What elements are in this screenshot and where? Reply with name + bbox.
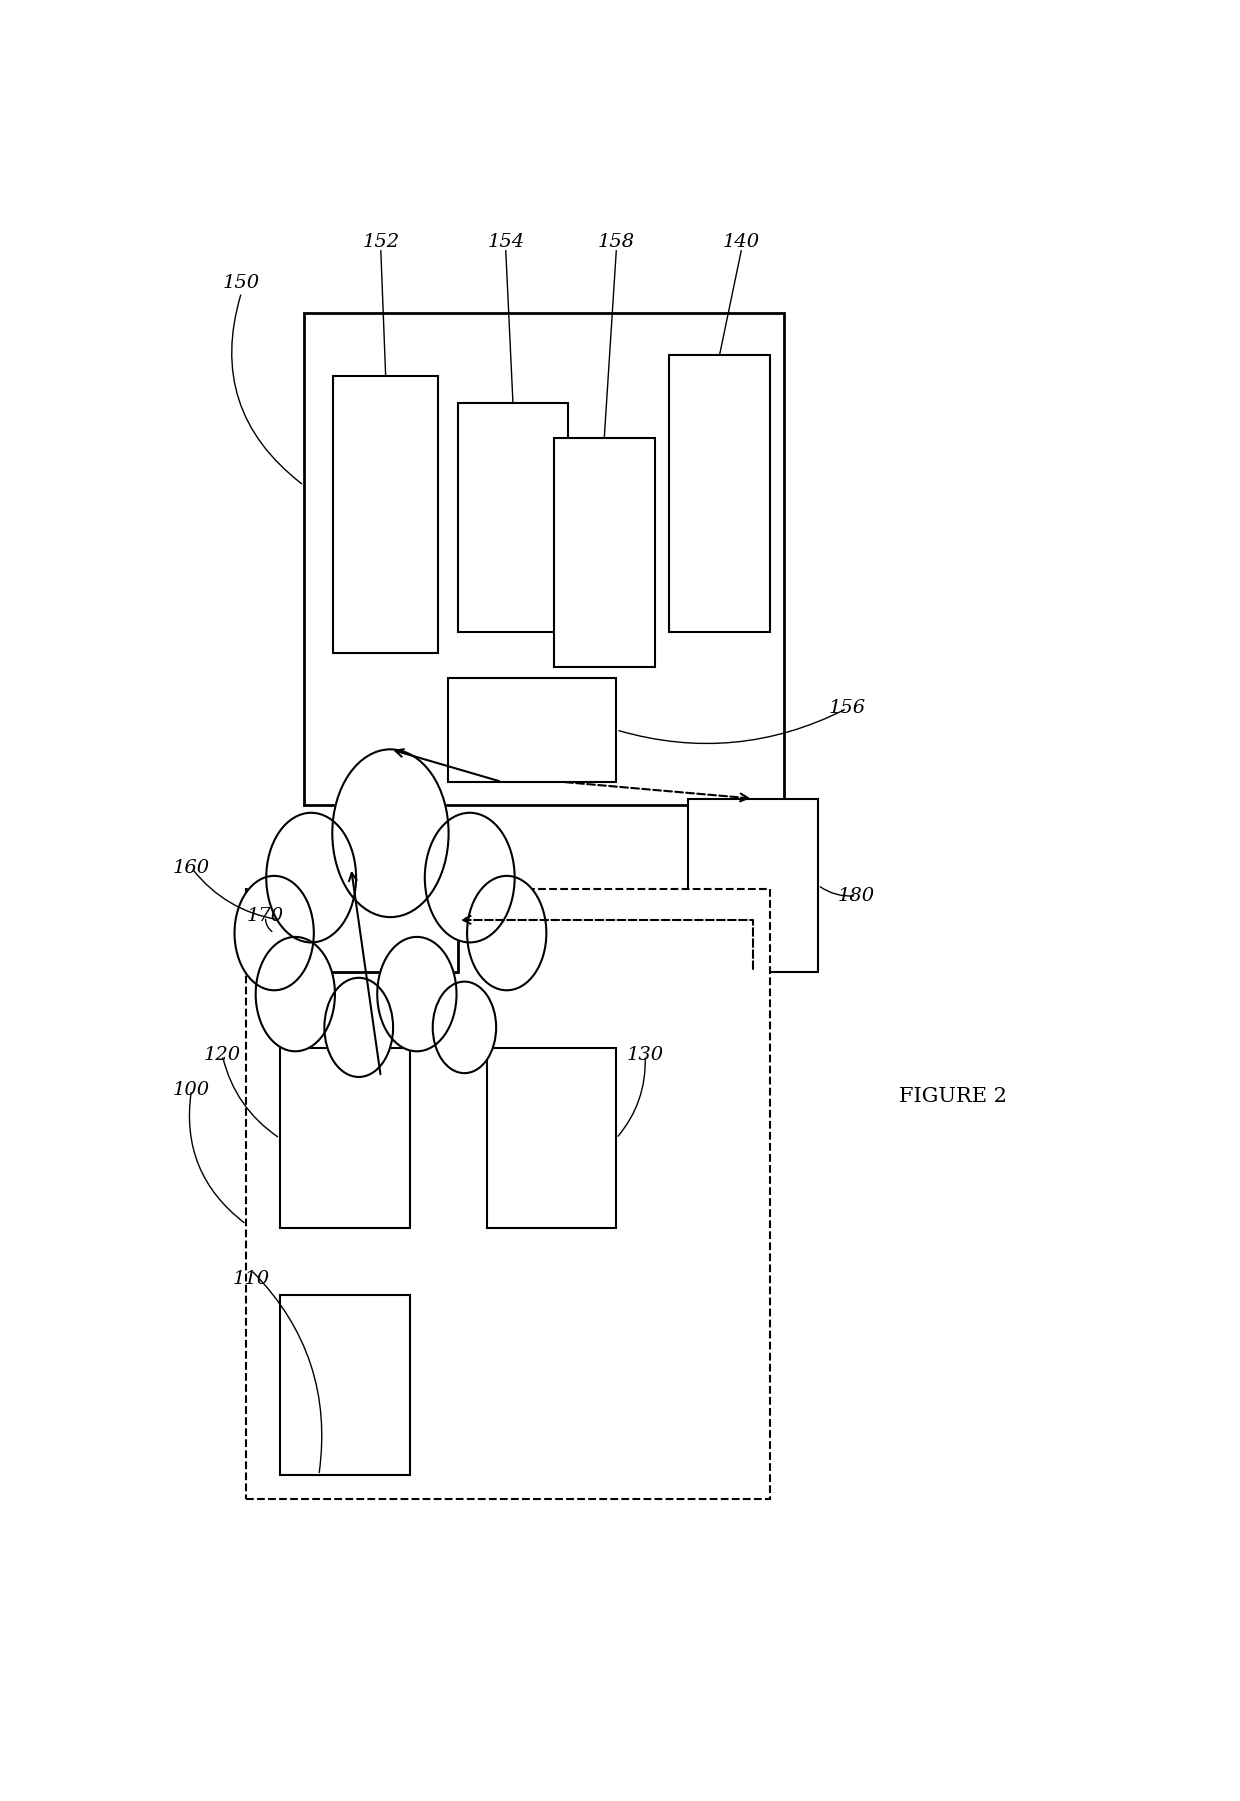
Bar — [554, 438, 655, 666]
Text: 156: 156 — [828, 699, 866, 717]
Text: 170: 170 — [247, 908, 284, 926]
Circle shape — [467, 875, 547, 991]
Circle shape — [425, 812, 515, 942]
Text: 120: 120 — [203, 1046, 241, 1064]
Text: 140: 140 — [723, 232, 760, 250]
Bar — [332, 376, 439, 654]
Bar — [280, 1295, 409, 1475]
Text: 100: 100 — [172, 1081, 210, 1099]
Bar — [688, 798, 818, 973]
Bar — [486, 1048, 616, 1228]
Text: 152: 152 — [362, 232, 399, 250]
Bar — [670, 355, 770, 632]
Circle shape — [377, 937, 456, 1052]
Text: 110: 110 — [233, 1270, 269, 1288]
Circle shape — [332, 749, 449, 917]
Circle shape — [255, 937, 335, 1052]
Text: 180: 180 — [838, 886, 875, 904]
Bar — [280, 868, 458, 973]
Text: 150: 150 — [223, 274, 260, 292]
Bar — [280, 1048, 409, 1228]
Bar — [458, 403, 568, 632]
Circle shape — [267, 812, 356, 942]
Text: 154: 154 — [487, 232, 525, 250]
Text: 160: 160 — [172, 859, 210, 877]
Circle shape — [433, 982, 496, 1073]
Bar — [448, 677, 616, 782]
Circle shape — [325, 978, 393, 1077]
Text: 158: 158 — [598, 232, 635, 250]
Text: 130: 130 — [626, 1046, 663, 1064]
Bar — [304, 313, 785, 805]
Bar — [247, 888, 770, 1498]
Circle shape — [234, 875, 314, 991]
Text: FIGURE 2: FIGURE 2 — [899, 1088, 1007, 1106]
